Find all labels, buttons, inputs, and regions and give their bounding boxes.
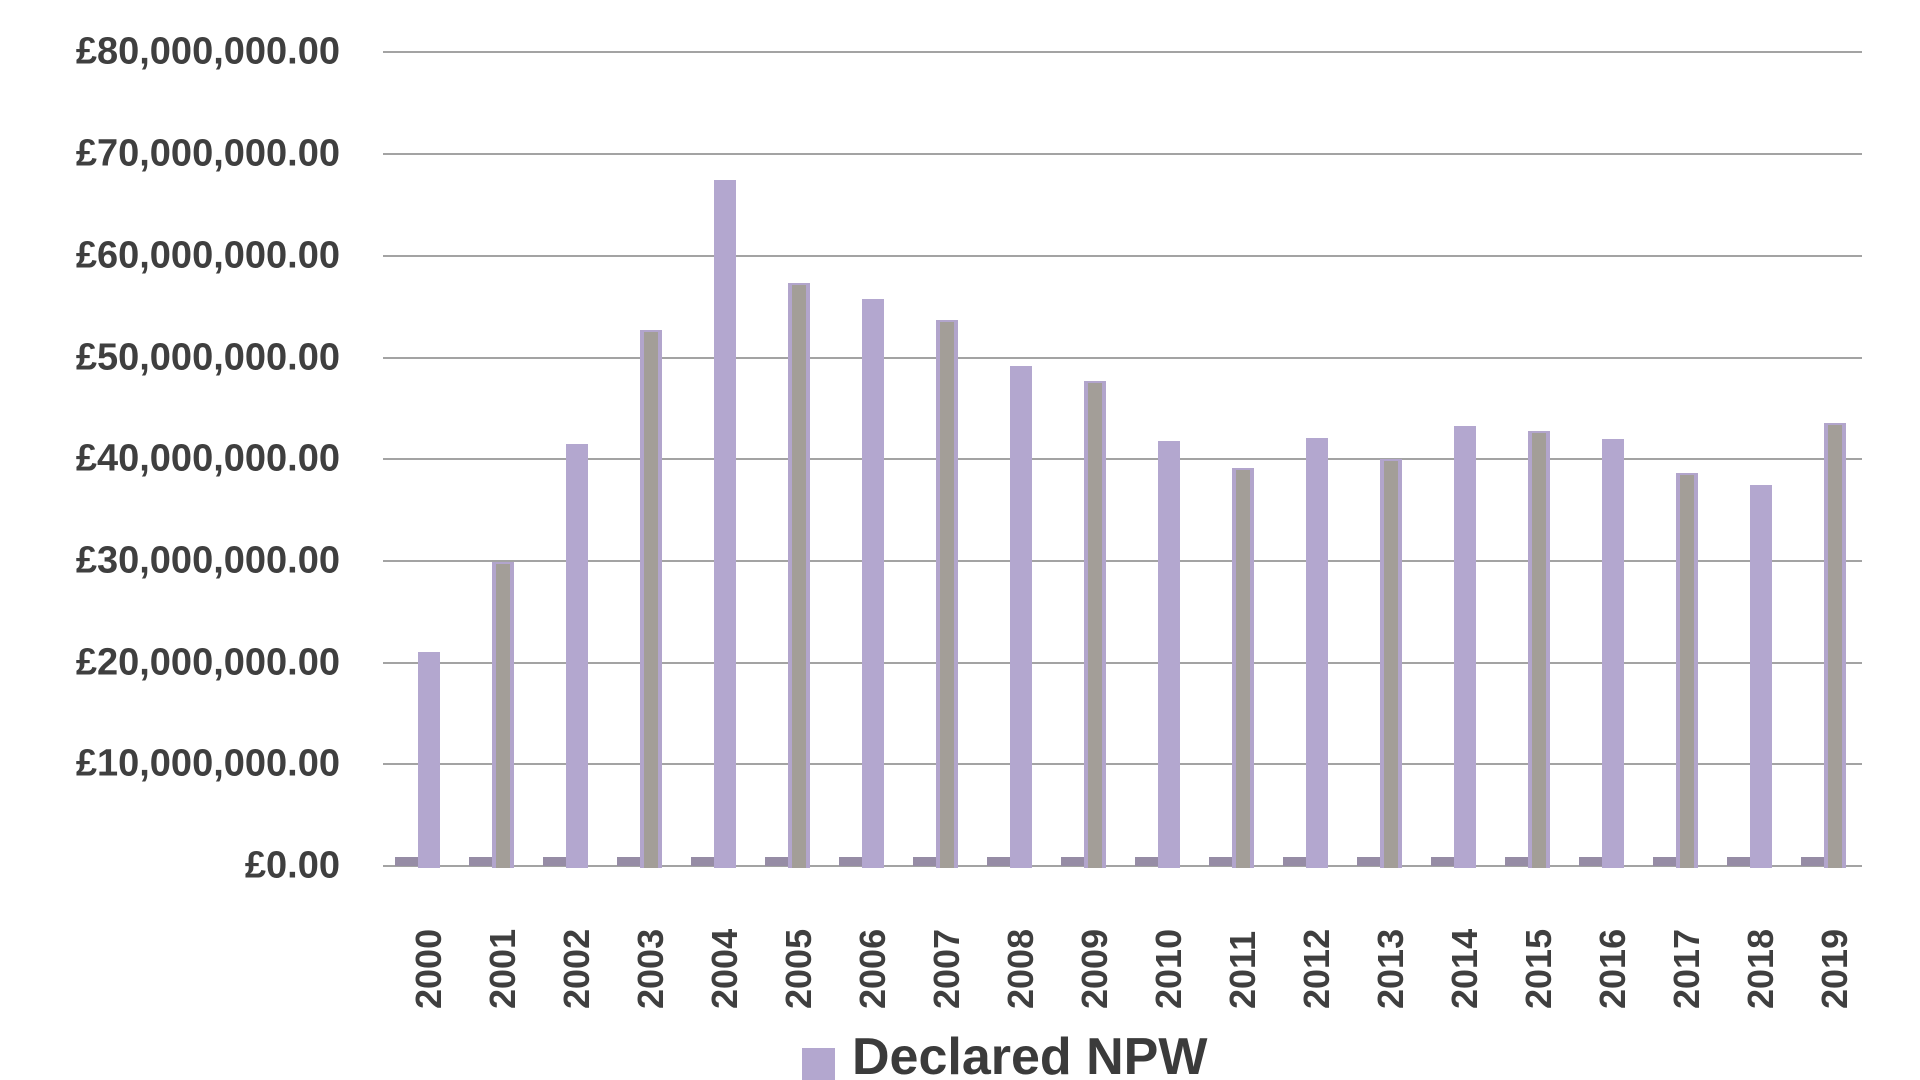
gridline-60000000 — [383, 254, 1862, 257]
y-axis-tick-label: £50,000,000.00 — [75, 336, 340, 378]
mini-bar-2011 — [1209, 857, 1232, 866]
x-axis-label-2016: 2016 — [1592, 928, 1633, 1009]
x-axis-label-2007: 2007 — [926, 928, 967, 1009]
x-axis-label-2004: 2004 — [704, 928, 745, 1009]
mini-bar-2012 — [1283, 857, 1306, 866]
gridline-20000000 — [383, 661, 1862, 664]
bar-2014 — [1454, 425, 1476, 868]
gridline-70000000 — [383, 153, 1862, 156]
x-axis-label-2006: 2006 — [852, 928, 893, 1009]
mini-bar-2013 — [1357, 857, 1380, 866]
y-axis-tick-label: £70,000,000.00 — [75, 132, 340, 175]
mini-bar-2019 — [1801, 857, 1824, 866]
bar-2013 — [1380, 459, 1402, 868]
y-axis-tick-label: £10,000,000.00 — [75, 742, 340, 785]
mini-bar-2017 — [1653, 857, 1676, 866]
mini-bar-2000 — [395, 857, 418, 866]
bar-2002 — [566, 443, 588, 868]
mini-bar-2016 — [1579, 857, 1602, 866]
y-axis-tick-label: £80,000,000.00 — [75, 30, 340, 73]
bar-2012 — [1306, 437, 1328, 868]
bar-2015 — [1528, 430, 1550, 868]
y-axis-tick-label: £40,000,000.00 — [75, 437, 340, 480]
mini-bar-2003 — [617, 857, 640, 866]
mini-bar-2010 — [1135, 857, 1158, 866]
bar-2019 — [1824, 422, 1846, 868]
gridline-80000000 — [383, 51, 1862, 54]
bar-2008 — [1010, 365, 1032, 868]
x-axis-label-2000: 2000 — [408, 928, 449, 1009]
bar-2009 — [1084, 380, 1106, 868]
x-axis-label-2009: 2009 — [1074, 928, 1115, 1009]
mini-bar-2014 — [1431, 857, 1454, 866]
bar-2007 — [936, 319, 958, 868]
bar-2011 — [1232, 468, 1254, 868]
bar-2010 — [1158, 440, 1180, 868]
bar-2001 — [492, 561, 514, 868]
bar-2004 — [714, 179, 736, 868]
y-axis-tick-label: £30,000,000.00 — [75, 539, 340, 582]
x-axis-label-2012: 2012 — [1296, 928, 1337, 1009]
bar-2003 — [640, 330, 662, 868]
gridline-10000000 — [383, 763, 1862, 766]
bar-2018 — [1750, 484, 1772, 868]
mini-bar-2018 — [1727, 857, 1750, 866]
x-axis-label-2008: 2008 — [1000, 928, 1041, 1009]
mini-bar-2005 — [765, 857, 788, 866]
bar-2016 — [1602, 438, 1624, 868]
gridline-30000000 — [383, 559, 1862, 562]
mini-bar-2008 — [987, 857, 1010, 866]
x-axis-label-2001: 2001 — [482, 928, 523, 1009]
x-axis-label-2014: 2014 — [1444, 928, 1485, 1009]
gridline-40000000 — [383, 458, 1862, 461]
y-axis-tick-label: £0.00 — [244, 844, 340, 887]
x-axis-label-2005: 2005 — [778, 928, 819, 1009]
y-axis-tick-label: £20,000,000.00 — [75, 641, 340, 684]
x-axis-label-2011: 2011 — [1222, 930, 1263, 1009]
bar-2005 — [788, 283, 810, 868]
gridline-50000000 — [383, 356, 1862, 359]
x-axis-label-2003: 2003 — [630, 928, 671, 1009]
bar-2000 — [418, 652, 440, 868]
mini-bar-2002 — [543, 857, 566, 866]
mini-bar-2001 — [469, 857, 492, 866]
x-axis-label-2015: 2015 — [1518, 928, 1559, 1009]
bar-2006 — [862, 298, 884, 868]
gridline-0 — [383, 865, 1862, 867]
mini-bar-2015 — [1505, 857, 1528, 866]
x-axis-label-2018: 2018 — [1740, 928, 1781, 1009]
legend-label-declared-npw: Declared NPW — [852, 1028, 1208, 1080]
x-axis-label-2019: 2019 — [1814, 928, 1855, 1009]
bar-2017 — [1676, 473, 1698, 868]
y-axis-tick-label: £60,000,000.00 — [75, 234, 340, 277]
x-axis-label-2010: 2010 — [1148, 928, 1189, 1009]
legend-swatch-declared-npw — [802, 1048, 835, 1080]
x-axis-label-2002: 2002 — [556, 928, 597, 1009]
x-axis-label-2013: 2013 — [1370, 928, 1411, 1009]
mini-bar-2006 — [839, 857, 862, 866]
mini-bar-2007 — [913, 857, 936, 866]
mini-bar-2009 — [1061, 857, 1084, 866]
x-axis-label-2017: 2017 — [1666, 928, 1707, 1009]
mini-bar-2004 — [691, 857, 714, 866]
